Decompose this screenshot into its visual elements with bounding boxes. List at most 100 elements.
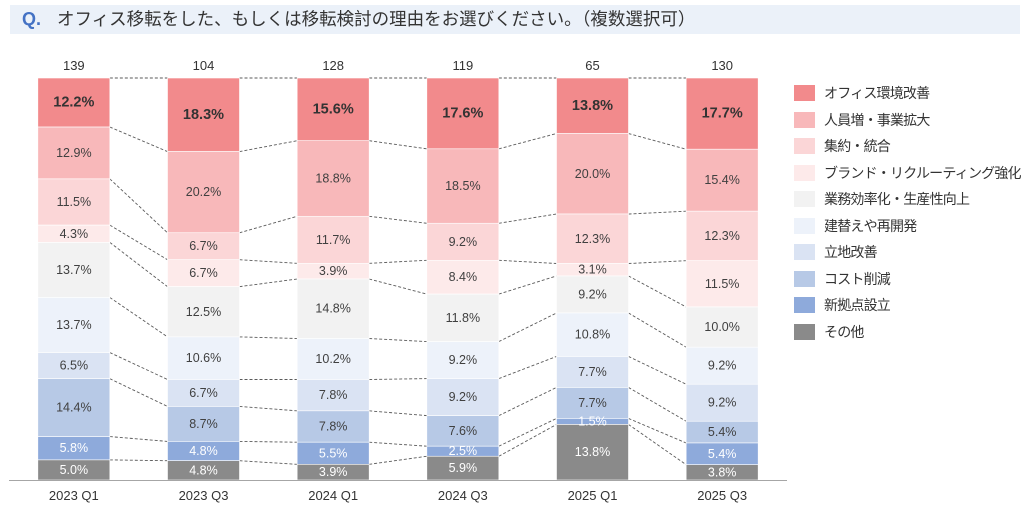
- segment-unit: %: [469, 179, 480, 193]
- bar-segment-2025-q1-s5: [556, 275, 629, 314]
- segment-value: 7.7: [578, 365, 595, 379]
- segment-value: 11.5: [57, 195, 80, 209]
- legend-swatch: [794, 270, 815, 287]
- bar-segment-2025-q3-s1: [685, 77, 759, 150]
- bar-segment-2025-q1-s1: [556, 77, 629, 134]
- segment-value: 8.7: [189, 417, 206, 431]
- segment-value: 18.8: [315, 172, 339, 186]
- connector-line-2024-q3-to-2025-q1-b9: [498, 424, 557, 457]
- segment-value: 13.8: [572, 98, 600, 114]
- bar-segment-2023-q1-s8: [37, 378, 111, 437]
- connector-line-2024-q1-to-2024-q3-b5: [369, 338, 427, 343]
- connector-line-2024-q3-to-2025-q1-b5: [498, 312, 557, 342]
- segment-unit: %: [596, 396, 607, 410]
- count-label-2023-q1: 139: [63, 58, 85, 73]
- connector-line-2024-q3-to-2025-q1-b1: [498, 133, 557, 150]
- segment-unit: %: [80, 263, 91, 277]
- connector-lines: [109, 77, 687, 466]
- segment-value: 1.5: [578, 414, 595, 428]
- bar-segment-2023-q3-s1: [167, 77, 240, 152]
- bar-segment-2024-q1-s7: [296, 379, 370, 412]
- segment-label-2024-q3-s1: 17.6%: [442, 105, 483, 121]
- segment-unit: %: [599, 167, 610, 181]
- segment-value: 5.5: [319, 446, 336, 460]
- connector-line-2023-q3-to-2024-q1-b5: [239, 336, 298, 339]
- x-tick-label-2024-q3: 2024 Q3: [438, 488, 488, 503]
- segment-unit: %: [339, 233, 350, 247]
- segment-value: 9.2: [449, 235, 466, 249]
- segment-unit: %: [207, 444, 218, 458]
- segment-value: 5.8: [60, 441, 77, 455]
- segment-label-2024-q1-s4: 3.9%: [319, 264, 348, 278]
- segment-unit: %: [466, 461, 477, 475]
- segment-value: 7.6: [449, 424, 466, 438]
- segment-unit: %: [340, 172, 351, 186]
- connector-line-2024-q3-to-2025-q1-b4: [498, 275, 557, 295]
- connector-line-2023-q3-to-2024-q1-b7: [239, 405, 298, 412]
- connector-line-2025-q1-to-2025-q3-b4: [628, 275, 687, 308]
- segment-label-2024-q3-s5: 11.8%: [446, 311, 481, 325]
- legend-label: ブランド・リクルーティング強化: [824, 164, 1022, 181]
- segment-value: 6.5: [60, 359, 77, 373]
- segment-unit: %: [336, 465, 347, 479]
- segment-unit: %: [725, 396, 736, 410]
- connector-line-2024-q3-to-2025-q1-b2: [498, 213, 557, 224]
- segment-label-2024-q1-s8: 7.8%: [319, 420, 348, 434]
- bar-segment-2023-q3-s5: [167, 286, 240, 338]
- segment-unit: %: [599, 445, 610, 459]
- segment-unit: %: [729, 320, 740, 334]
- legend-item-6: 建替えや再開発: [794, 213, 1021, 240]
- segment-value: 4.8: [189, 444, 206, 458]
- segment-unit: %: [207, 239, 218, 253]
- connector-line-2023-q1-to-2023-q3-b9: [109, 459, 168, 462]
- connector-line-2024-q1-to-2024-q3-b9: [369, 455, 427, 465]
- x-tick-label-2023-q1: 2023 Q1: [49, 488, 99, 503]
- bar-segment-2024-q1-s6: [296, 338, 370, 380]
- segment-value: 10.8: [575, 328, 599, 342]
- connector-line-2025-q1-to-2025-q3-b5: [628, 312, 687, 348]
- segment-value: 4.3: [60, 227, 77, 241]
- bar-segment-2023-q1-s1: [37, 77, 111, 128]
- segment-label-2023-q3-s6: 10.6%: [186, 351, 221, 365]
- segment-unit: %: [596, 287, 607, 301]
- bar-segment-2023-q1-s7: [37, 352, 111, 379]
- segment-label-2025-q1-s9: 1.5%: [578, 414, 607, 428]
- connector-line-2023-q1-to-2023-q3-b2: [109, 178, 168, 234]
- bar-segment-2025-q1-s10: [556, 424, 629, 481]
- segment-label-2024-q1-s3: 11.7%: [316, 233, 351, 247]
- legend-label: オフィス環境改善: [824, 85, 930, 102]
- segment-value: 9.2: [449, 353, 466, 367]
- bar-segment-2023-q3-s4: [167, 259, 240, 287]
- legend-label: 人員増・事業拡大: [824, 111, 930, 128]
- segment-value: 13.7: [56, 318, 80, 332]
- segment-label-2025-q3-s8: 5.4%: [708, 425, 737, 439]
- segment-unit: %: [466, 390, 477, 404]
- x-tick-label-2025-q3: 2025 Q3: [697, 488, 747, 503]
- segment-value: 6.7: [189, 386, 206, 400]
- legend-label: 建替えや再開発: [824, 217, 917, 234]
- segment-unit: %: [599, 232, 610, 246]
- segment-label-2023-q1-s4: 4.3%: [60, 227, 89, 241]
- segment-unit: %: [596, 414, 607, 428]
- segment-value: 12.2: [53, 95, 81, 111]
- legend-label: 業務効率化・生産性向上: [824, 191, 970, 208]
- segment-label-2025-q3-s6: 9.2%: [708, 359, 737, 373]
- segment-label-2023-q1-s8: 14.4%: [56, 401, 91, 415]
- segment-label-2024-q1-s9: 5.5%: [319, 446, 348, 460]
- segment-unit: %: [469, 311, 480, 325]
- segment-label-2025-q1-s3: 12.3%: [575, 232, 610, 246]
- connector-line-2023-q1-to-2023-q3-b3: [109, 224, 168, 261]
- bar-segment-2023-q1-s6: [37, 297, 111, 353]
- connector-line-2024-q3-to-2025-q1-b3: [498, 259, 557, 264]
- legend-swatch: [794, 297, 815, 314]
- segment-label-2025-q1-s5: 9.2%: [578, 287, 607, 301]
- segment-unit: %: [596, 365, 607, 379]
- segment-value: 18.5: [445, 179, 469, 193]
- segment-unit: %: [600, 98, 613, 114]
- legend-item-2: 人員増・事業拡大: [794, 107, 1021, 134]
- segment-label-2025-q1-s4: 3.1%: [578, 263, 607, 277]
- segment-value: 12.3: [704, 229, 728, 243]
- x-tick-label-2025-q1: 2025 Q1: [568, 488, 618, 503]
- legend-label: コスト削減: [824, 270, 891, 287]
- connector-line-2025-q1-to-2025-q3-b6: [628, 356, 687, 385]
